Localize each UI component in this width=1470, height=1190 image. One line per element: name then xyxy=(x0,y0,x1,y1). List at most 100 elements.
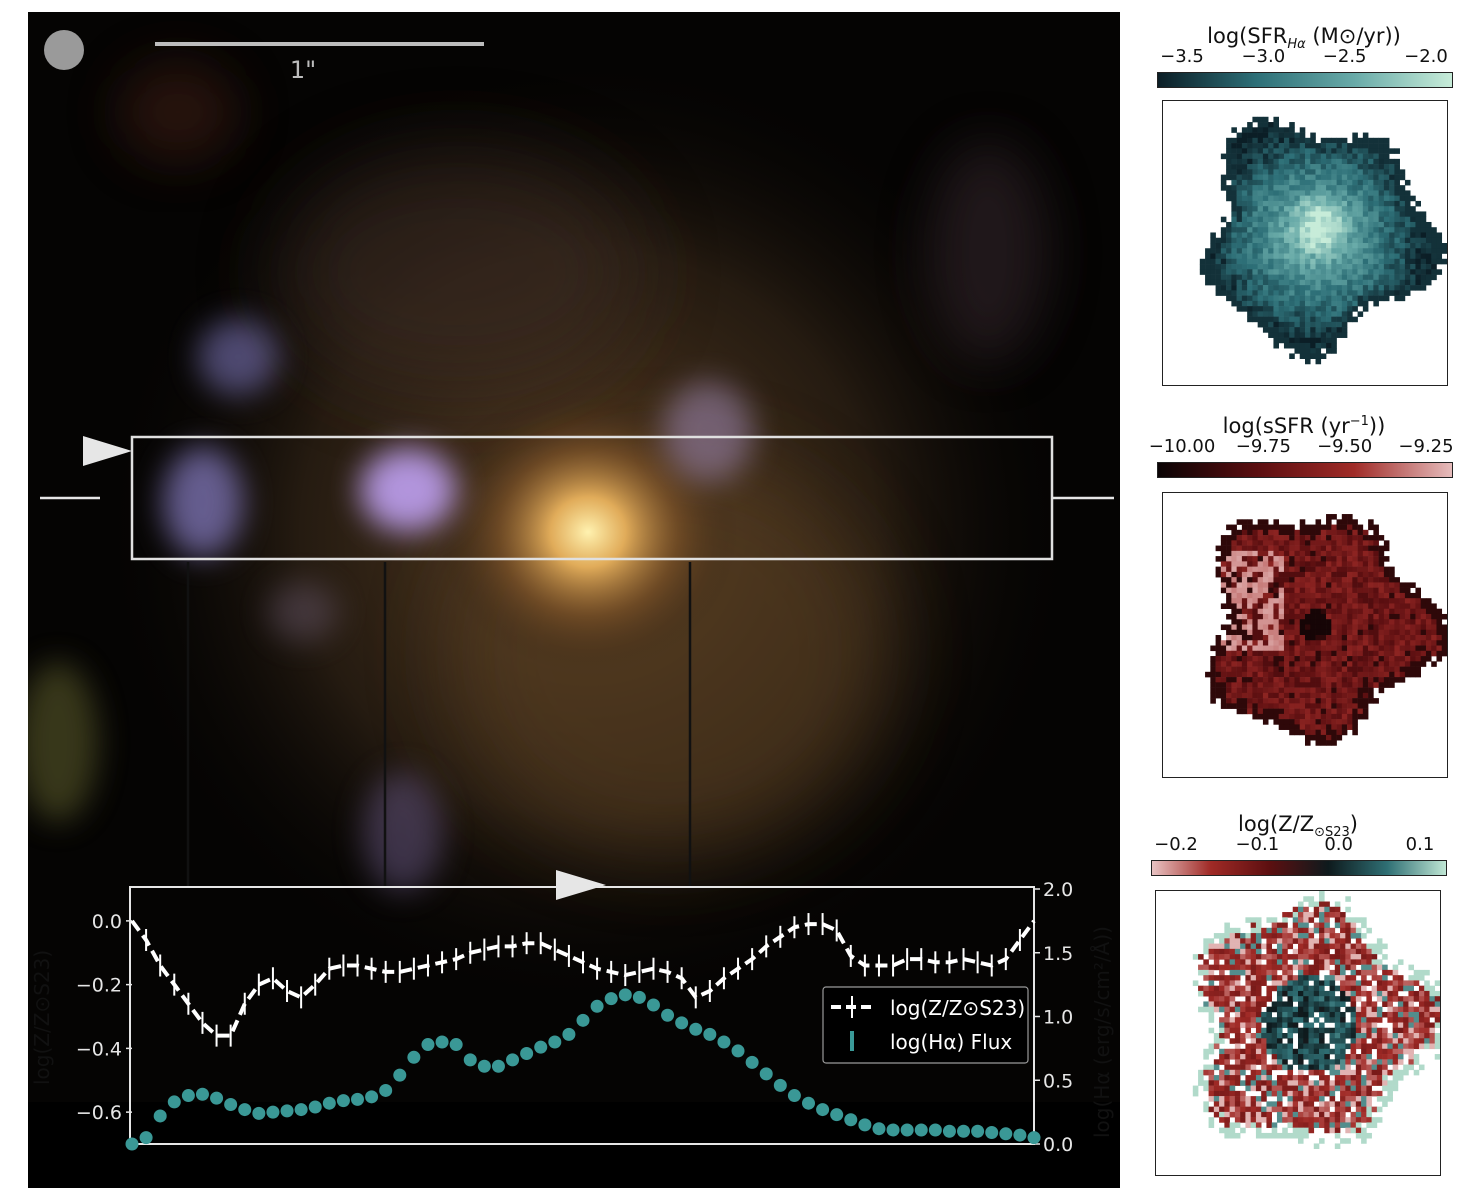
map-pixel xyxy=(1226,566,1232,573)
map-pixel xyxy=(1247,295,1253,302)
map-pixel xyxy=(1320,608,1327,615)
map-pixel xyxy=(1255,1017,1262,1023)
map-pixel xyxy=(1252,232,1258,239)
map-pixel xyxy=(1397,1075,1404,1081)
map-pixel xyxy=(1226,698,1232,704)
map-pixel xyxy=(1341,524,1348,531)
map-pixel xyxy=(1298,1122,1304,1128)
map-pixel xyxy=(1276,1132,1283,1139)
map-pixel xyxy=(1308,1101,1315,1107)
map-pixel xyxy=(1382,1096,1388,1102)
map-pixel xyxy=(1283,148,1290,154)
map-pixel xyxy=(1399,174,1406,181)
map-pixel xyxy=(1231,227,1237,233)
map-pixel xyxy=(1219,1101,1225,1107)
map-pixel xyxy=(1236,577,1243,583)
map-pixel xyxy=(1276,1111,1283,1118)
map-pixel xyxy=(1382,1048,1388,1055)
map-pixel xyxy=(1276,964,1283,971)
map-pixel xyxy=(1203,1069,1209,1076)
map-pixel xyxy=(1362,529,1369,536)
map-pixel xyxy=(1310,153,1316,160)
map-pixel xyxy=(1278,671,1285,678)
map-pixel xyxy=(1273,248,1279,254)
map-pixel xyxy=(1394,200,1400,207)
map-pixel xyxy=(1387,1080,1393,1086)
map-pixel xyxy=(1310,258,1316,265)
map-pixel xyxy=(1345,1022,1351,1029)
map-pixel xyxy=(1208,1090,1215,1097)
map-pixel xyxy=(1252,295,1258,302)
map-pixel xyxy=(1268,540,1274,546)
map-pixel xyxy=(1236,174,1243,181)
map-pixel xyxy=(1345,1122,1351,1128)
map-pixel xyxy=(1315,269,1322,275)
map-pixel xyxy=(1350,985,1357,992)
map-pixel xyxy=(1245,1043,1251,1050)
colorbar-tick-label: −0.1 xyxy=(1235,834,1280,855)
map-pixel xyxy=(1236,274,1243,281)
map-pixel xyxy=(1347,587,1353,594)
map-pixel xyxy=(1219,938,1225,944)
map-pixel xyxy=(1252,592,1258,599)
halpha-point xyxy=(393,1068,407,1082)
map-pixel xyxy=(1352,143,1358,149)
map-pixel xyxy=(1261,1132,1267,1139)
map-pixel xyxy=(1305,321,1311,328)
map-pixel xyxy=(1315,687,1322,694)
map-pixel xyxy=(1436,258,1443,265)
map-pixel xyxy=(1289,619,1295,625)
map-pixel xyxy=(1289,629,1295,636)
map-pixel xyxy=(1352,290,1358,296)
map-pixel xyxy=(1241,535,1248,541)
map-pixel xyxy=(1305,582,1311,588)
map-pixel xyxy=(1219,1059,1225,1065)
map-pixel xyxy=(1252,243,1258,249)
map-pixel xyxy=(1255,990,1262,997)
map-pixel xyxy=(1294,169,1301,175)
map-pixel xyxy=(1420,243,1427,249)
map-pixel xyxy=(1324,943,1330,950)
map-pixel xyxy=(1271,922,1278,929)
map-pixel xyxy=(1236,143,1243,149)
map-pixel xyxy=(1320,540,1327,546)
map-pixel xyxy=(1376,1090,1383,1097)
map-pixel xyxy=(1257,316,1264,323)
map-pixel xyxy=(1362,195,1369,202)
map-pixel xyxy=(1294,724,1301,730)
map-pixel xyxy=(1352,148,1358,154)
map-pixel xyxy=(1287,927,1294,934)
map-pixel xyxy=(1352,221,1358,228)
map-pixel xyxy=(1262,211,1269,217)
map-pixel xyxy=(1229,1038,1236,1044)
map-pixel xyxy=(1273,206,1279,212)
map-pixel xyxy=(1305,332,1311,338)
map-pixel xyxy=(1355,1011,1362,1018)
map-pixel xyxy=(1315,158,1322,165)
map-pixel xyxy=(1383,274,1390,281)
map-pixel xyxy=(1289,221,1295,228)
map-pixel xyxy=(1303,1011,1309,1018)
map-pixel xyxy=(1292,1075,1299,1081)
map-pixel xyxy=(1303,933,1309,939)
map-pixel xyxy=(1340,1117,1346,1123)
halpha-point xyxy=(914,1123,928,1137)
map-pixel xyxy=(1431,635,1437,641)
map-pixel xyxy=(1213,1033,1220,1039)
map-pixel xyxy=(1336,561,1343,567)
map-pixel xyxy=(1420,279,1427,286)
map-pixel xyxy=(1319,954,1325,960)
map-pixel xyxy=(1404,227,1411,233)
map-pixel xyxy=(1208,985,1215,992)
map-pixel xyxy=(1252,629,1258,636)
map-pixel xyxy=(1345,1033,1351,1039)
map-pixel xyxy=(1231,190,1237,196)
map-pixel xyxy=(1262,603,1269,609)
map-pixel xyxy=(1245,933,1251,939)
map-pixel xyxy=(1404,221,1411,228)
map-pixel xyxy=(1361,933,1367,939)
colorbar-tick-label: −3.5 xyxy=(1160,46,1204,67)
map-pixel xyxy=(1289,285,1295,291)
map-pixel xyxy=(1350,1011,1357,1018)
map-pixel xyxy=(1350,1054,1357,1060)
